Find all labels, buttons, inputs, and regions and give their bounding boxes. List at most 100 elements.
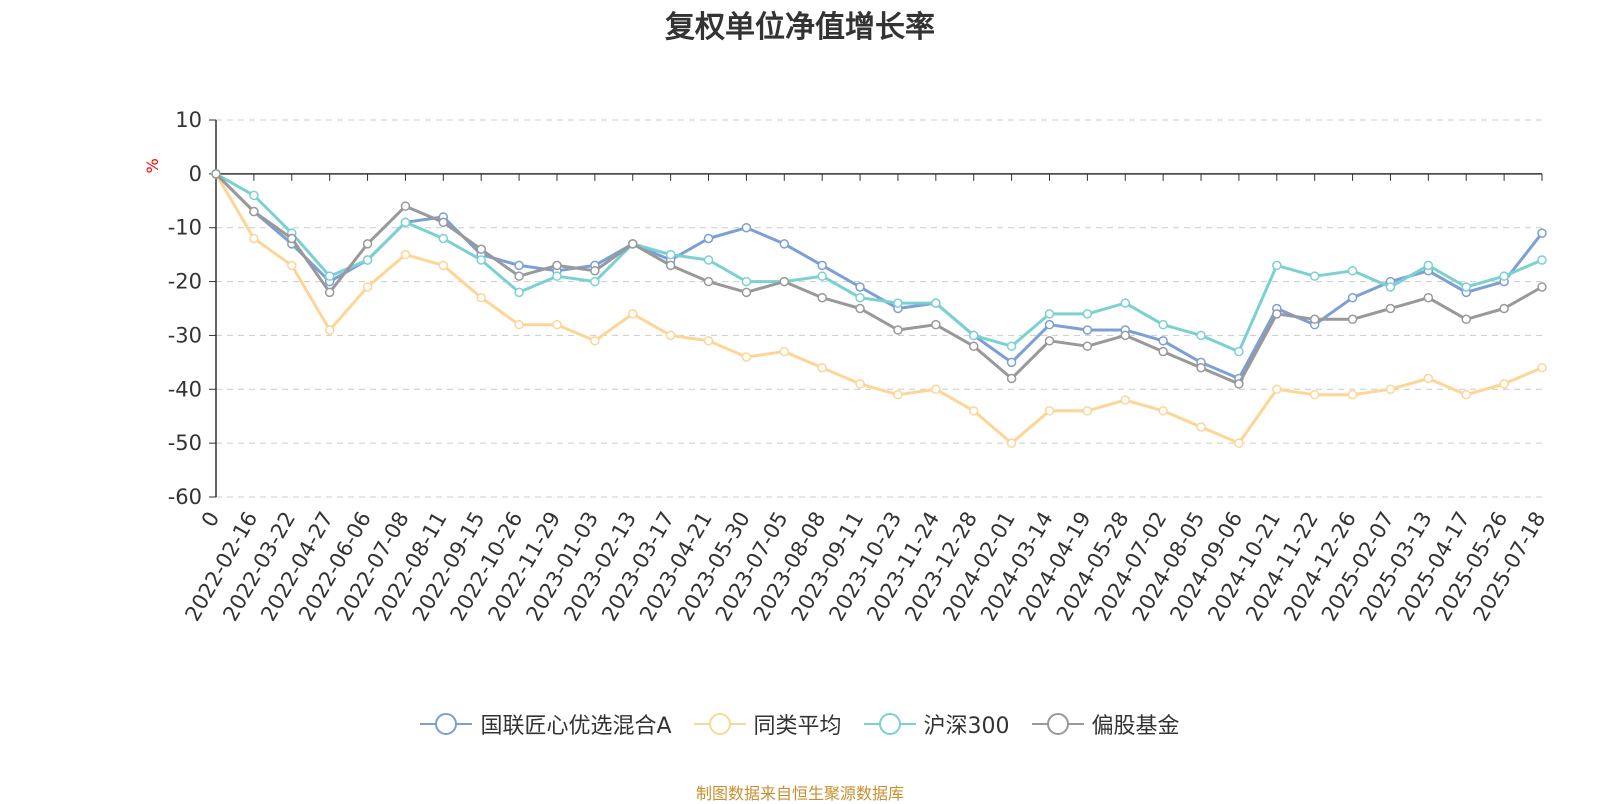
series-point-2 (1044, 309, 1055, 319)
series-point-3 (703, 276, 714, 287)
series-point-3 (249, 206, 259, 217)
legend-fund-label: 国联匠心优选混合A (480, 714, 672, 739)
series-point-1 (741, 352, 752, 362)
series-point-3 (1196, 362, 1206, 373)
series-point-1 (1006, 438, 1017, 448)
series-point-3 (1499, 303, 1509, 314)
series-point-3 (1158, 346, 1168, 357)
series-point-1 (362, 282, 373, 292)
series-point-2 (1082, 309, 1093, 319)
series-point-1 (1499, 379, 1509, 389)
series-point-0 (1006, 357, 1017, 368)
series-point-3 (1537, 282, 1547, 292)
data-source-note: 制图数据来自恒生聚源数据库 (695, 784, 904, 803)
series-point-3 (1309, 314, 1320, 325)
series-line-0 (214, 172, 1544, 380)
series-point-3 (1272, 309, 1282, 319)
legend-item-csi300[interactable]: 沪深300 (863, 708, 1010, 740)
series-point-3 (590, 266, 600, 276)
legend-circle-icon (878, 713, 901, 735)
series-point-3 (893, 325, 903, 335)
series-point-2 (1309, 271, 1320, 281)
y-tick-label: -40 (168, 377, 202, 401)
legend-circle-icon (1046, 713, 1069, 735)
series-point-3 (476, 244, 486, 255)
series-point-2 (476, 255, 486, 265)
legend[interactable]: 国联匠心优选混合A 同类平均 沪深300 偏股基金 (0, 708, 1600, 740)
series-point-2 (893, 298, 903, 308)
legend-csi300-symbol (863, 713, 916, 735)
series-point-1 (1309, 389, 1320, 400)
series-point-2 (703, 255, 714, 265)
series-line-3 (214, 172, 1543, 386)
series-line-1 (214, 173, 1543, 445)
series-point-3 (931, 319, 941, 330)
axes: 100-10-20-30-40-50-6002022-02-162022-03-… (168, 108, 1551, 625)
series-point-2 (1006, 341, 1017, 351)
series-point-1 (855, 379, 865, 389)
legend-item-peer-average[interactable]: 同类平均 (693, 708, 842, 740)
series-point-2 (741, 276, 752, 287)
series-point-3 (1044, 336, 1055, 346)
series-point-1 (324, 325, 335, 335)
legend-fund-symbol (420, 713, 473, 735)
series-point-1 (1234, 438, 1244, 448)
y-tick-label: -30 (168, 323, 202, 347)
series-point-3 (552, 260, 562, 271)
series-line-2 (215, 172, 1543, 354)
series-point-0 (1537, 228, 1547, 238)
series-point-1 (893, 389, 903, 400)
series-point-1 (1272, 384, 1282, 395)
series-point-3 (1234, 379, 1244, 389)
series-point-3 (627, 239, 638, 249)
series-point-3 (779, 276, 790, 287)
y-tick-label: 0 (189, 162, 202, 186)
grid-lines (216, 119, 1542, 498)
legend-item-fund[interactable]: 国联匠心优选混合A (420, 708, 672, 740)
y-axis-unit: % (143, 158, 162, 173)
series-point-1 (779, 346, 790, 357)
series-point-1 (665, 330, 676, 341)
series-point-2 (1461, 282, 1471, 292)
series-point-2 (1347, 266, 1358, 276)
series-point-1 (287, 260, 297, 271)
legend-circle-icon (435, 713, 458, 735)
series-point-2 (1423, 260, 1434, 271)
series-point-3 (817, 292, 827, 303)
series-point-2 (324, 271, 335, 281)
series-point-2 (249, 190, 259, 201)
series-point-1 (249, 233, 259, 244)
series-point-1 (1158, 406, 1168, 416)
series-point-2 (438, 233, 449, 244)
series-point-0 (741, 222, 752, 233)
series-point-0 (514, 260, 524, 271)
series-point-2 (665, 249, 676, 260)
legend-equity-funds-label: 偏股基金 (1091, 714, 1180, 739)
series-point-1 (438, 260, 449, 271)
series-point-2 (1272, 260, 1282, 271)
series-point-3 (1461, 314, 1471, 325)
y-tick-label: -60 (168, 485, 202, 509)
series-point-2 (514, 287, 524, 298)
series-point-2 (855, 292, 865, 303)
x-tick-label: 0 (197, 508, 224, 532)
series-point-2 (590, 276, 600, 287)
series-point-3 (287, 233, 297, 244)
series-point-3 (362, 239, 373, 249)
series-point-1 (931, 384, 941, 395)
chart-title: 复权单位净值增长率 (665, 10, 935, 45)
series-point-3 (400, 201, 411, 211)
legend-circle-icon (708, 713, 731, 735)
series-point-2 (931, 298, 941, 308)
legend-item-equity-funds[interactable]: 偏股基金 (1031, 708, 1180, 740)
series-point-2 (1385, 282, 1396, 292)
series-point-2 (1234, 346, 1244, 357)
series-point-0 (855, 282, 865, 292)
y-tick-label: -50 (168, 431, 202, 455)
series-point-2 (817, 271, 827, 281)
series-point-2 (552, 271, 562, 281)
series-point-1 (1347, 389, 1358, 400)
series-point-0 (1347, 292, 1358, 303)
series-point-1 (968, 406, 979, 416)
